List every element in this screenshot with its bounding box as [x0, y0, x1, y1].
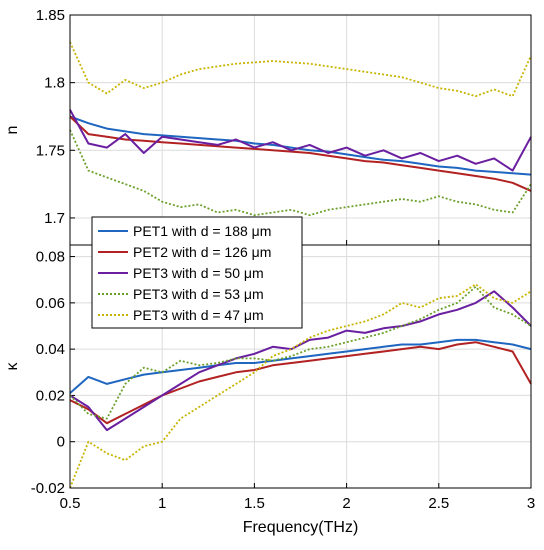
- y-tick-label-n: 1.85: [36, 7, 65, 24]
- legend-entry-label: PET3 with d = 47 μm: [133, 307, 264, 323]
- x-tick-label: 1: [158, 495, 166, 512]
- plot-area-n: [70, 15, 531, 245]
- y-tick-label-n: 1.7: [44, 210, 65, 227]
- y-axis-label-n: n: [4, 126, 21, 135]
- y-tick-label-k: 0.04: [36, 341, 65, 358]
- y-tick-label-n: 1.8: [44, 75, 65, 92]
- y-tick-label-k: 0.06: [36, 295, 65, 312]
- x-tick-label: 2.5: [428, 495, 449, 512]
- legend: PET1 with d = 188 μm PET2 with d = 126 μm…: [91, 216, 303, 329]
- legend-entry-label: PET1 with d = 188 μm: [133, 223, 271, 239]
- refractive-index-panel: 1.7 1.75 1.8 1.85 n: [4, 7, 532, 246]
- y-tick-label-k: 0: [57, 434, 65, 451]
- series-line-n-5: [69, 41, 532, 98]
- series-line-n-1: [69, 115, 532, 176]
- x-axis-label: Frequency(THz): [243, 519, 359, 536]
- y-tick-label-n: 1.75: [36, 142, 65, 159]
- series-line-n-2: [69, 115, 532, 192]
- series-line-k-1: [69, 338, 532, 394]
- legend-entry-label: PET3 with d = 53 μm: [133, 286, 264, 302]
- x-tick-label: 2: [342, 495, 350, 512]
- legend-entry-label: PET2 with d = 126 μm: [133, 244, 271, 260]
- series-line-k-3: [69, 290, 532, 432]
- y-axis-label-k: κ: [4, 362, 21, 371]
- series-line-k-2: [69, 341, 532, 425]
- legend-entry-label: PET3 with d = 50 μm: [133, 265, 264, 281]
- x-tick-label: 0.5: [60, 495, 81, 512]
- x-tick-label: 3: [527, 495, 535, 512]
- series-line-k-5: [69, 283, 532, 489]
- series-line-n-3: [69, 109, 532, 172]
- y-tick-label-k: 0.02: [36, 387, 65, 404]
- y-tick-label-k: 0.08: [36, 249, 65, 266]
- series-line-n-4: [69, 129, 532, 217]
- y-tick-label-k: -0.02: [31, 480, 65, 497]
- series-line-k-4: [69, 285, 532, 420]
- x-tick-label: 1.5: [244, 495, 265, 512]
